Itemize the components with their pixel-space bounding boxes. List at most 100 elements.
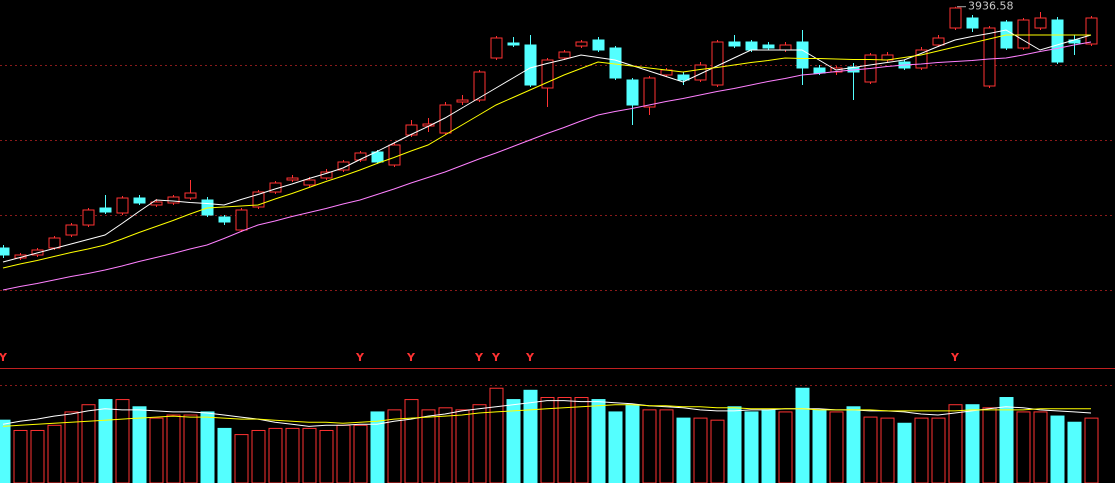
moving-average-line (2, 404, 1091, 427)
candle-body (286, 177, 299, 181)
signal-label: Y (474, 351, 484, 364)
volume-bar (217, 427, 232, 483)
volume-bar (30, 429, 45, 483)
candle-body (558, 51, 571, 59)
candle-body (983, 27, 996, 87)
candle-body (184, 192, 197, 199)
volume-bar (540, 397, 555, 483)
candle-body (473, 71, 486, 101)
volume-bar (557, 397, 572, 483)
volume-bar (999, 397, 1014, 483)
volume-bar (132, 406, 147, 483)
volume-bar (1067, 421, 1082, 483)
candle-body (626, 79, 639, 106)
max-price-annotation: 3936.58 (968, 0, 1014, 13)
volume-bar (506, 399, 521, 483)
candle-body (303, 179, 316, 186)
volume-bar (1033, 411, 1048, 483)
signal-label: Y (355, 351, 365, 364)
volume-bar (744, 411, 759, 483)
volume-bar (642, 409, 657, 483)
candle-body (728, 41, 741, 47)
volume-bar (608, 411, 623, 483)
candle-body (1085, 17, 1098, 45)
volume-bar (897, 422, 912, 483)
candle-body (456, 99, 469, 103)
candle-body (762, 44, 775, 49)
volume-bar (319, 429, 334, 483)
volume-bar (591, 399, 606, 483)
volume-bar (438, 407, 453, 483)
volume-bar (472, 404, 487, 483)
volume-bar (710, 419, 725, 483)
candle-body (439, 104, 452, 134)
volume-bar (914, 417, 929, 483)
candle-body (694, 64, 707, 81)
volume-bar (404, 399, 419, 483)
volume-bar (421, 409, 436, 483)
candle-body (575, 41, 588, 47)
candle-body (813, 67, 826, 74)
candle-body (167, 196, 180, 204)
candle-body (507, 42, 520, 46)
candle-body (0, 247, 10, 256)
candle-body (966, 17, 979, 29)
volume-bar (166, 414, 181, 483)
volume-bar (353, 424, 368, 483)
volume-bar (727, 406, 742, 483)
candle-body (252, 191, 265, 208)
volume-bar (0, 419, 11, 483)
volume-bar (948, 404, 963, 483)
volume-bar (455, 409, 470, 483)
candle-body (643, 77, 656, 108)
volume-bar (659, 409, 674, 483)
candle-body (915, 49, 928, 69)
candle-body (405, 124, 418, 136)
candle-body (949, 7, 962, 29)
volume-bar (1050, 415, 1065, 483)
volume-bar (98, 399, 113, 483)
candle-body (388, 144, 401, 166)
volume-bar (1084, 417, 1099, 483)
signal-label: Y (0, 351, 8, 364)
candle-body (745, 41, 758, 51)
candle-body (524, 44, 537, 86)
volume-bar (1016, 411, 1031, 483)
candle-body (99, 207, 112, 213)
volume-bar (370, 411, 385, 483)
candle-body (337, 161, 350, 171)
volume-bar (931, 417, 946, 483)
volume-bar (965, 404, 980, 483)
volume-bar (489, 387, 504, 483)
volume-bar (761, 409, 776, 483)
moving-average-line (2, 41, 1092, 291)
moving-average-line (2, 400, 1092, 427)
candle-body (609, 47, 622, 79)
volume-bar (81, 404, 96, 483)
volume-bar (13, 429, 28, 483)
signal-label: Y (491, 351, 501, 364)
signal-label: Y (950, 351, 960, 364)
volume-bar (982, 407, 997, 483)
volume-bar (285, 427, 300, 483)
candle-body (677, 74, 690, 81)
signal-label: Y (525, 351, 535, 364)
moving-average-line (2, 34, 1091, 269)
volume-bar (251, 429, 266, 483)
candle-body (65, 224, 78, 236)
volume-bar (778, 411, 793, 483)
candle-body (82, 209, 95, 226)
candle-body (1017, 19, 1030, 49)
volume-bar (574, 397, 589, 483)
candle-body (779, 44, 792, 51)
candle-body (218, 216, 231, 223)
volume-bar (183, 414, 198, 483)
volume-bar (676, 417, 691, 483)
volume-bar (523, 389, 538, 483)
signal-label: Y (406, 351, 416, 364)
volume-bar (149, 417, 164, 483)
volume-bar (115, 399, 130, 483)
candle-body (371, 151, 384, 163)
